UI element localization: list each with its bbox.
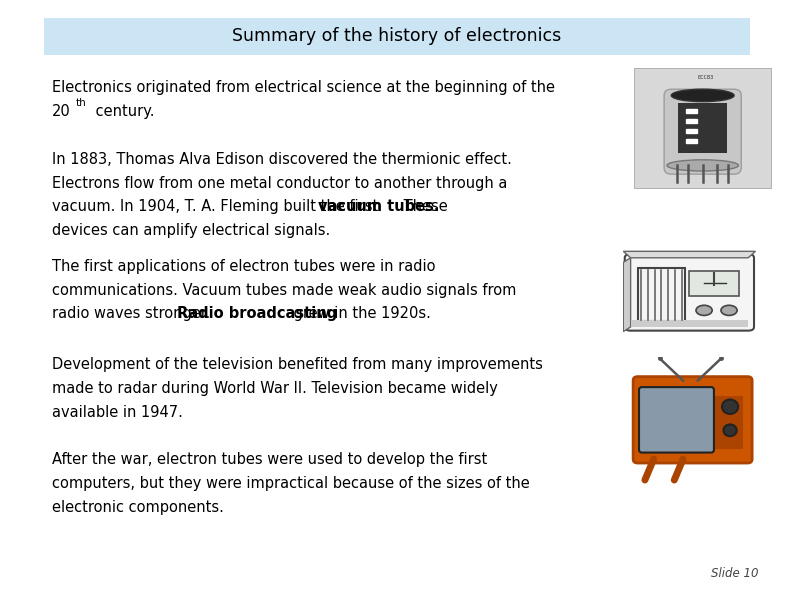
Text: vacuum. In 1904, T. A. Fleming built the first: vacuum. In 1904, T. A. Fleming built the… — [52, 199, 383, 214]
Text: computers, but they were impractical because of the sizes of the: computers, but they were impractical bec… — [52, 476, 530, 491]
FancyBboxPatch shape — [630, 320, 748, 327]
Text: communications. Vacuum tubes made weak audio signals from: communications. Vacuum tubes made weak a… — [52, 283, 516, 298]
Text: The first applications of electron tubes were in radio: The first applications of electron tubes… — [52, 259, 435, 274]
Ellipse shape — [671, 89, 734, 102]
FancyBboxPatch shape — [44, 18, 750, 55]
Circle shape — [723, 424, 737, 436]
FancyBboxPatch shape — [678, 103, 727, 153]
Polygon shape — [623, 258, 630, 331]
FancyBboxPatch shape — [634, 68, 771, 188]
Text: grew in the 1920s.: grew in the 1920s. — [289, 306, 430, 321]
FancyBboxPatch shape — [664, 89, 742, 174]
Bar — [685, 139, 697, 143]
Text: After the war, electron tubes were used to develop the first: After the war, electron tubes were used … — [52, 452, 487, 467]
Text: radio waves stronger.: radio waves stronger. — [52, 306, 214, 321]
Text: available in 1947.: available in 1947. — [52, 405, 183, 419]
Text: Slide 10: Slide 10 — [711, 567, 758, 580]
FancyBboxPatch shape — [625, 254, 754, 331]
Text: Electrons flow from one metal conductor to another through a: Electrons flow from one metal conductor … — [52, 176, 507, 190]
Bar — [685, 119, 697, 123]
Text: In 1883, Thomas Alva Edison discovered the thermionic effect.: In 1883, Thomas Alva Edison discovered t… — [52, 152, 511, 167]
Circle shape — [722, 400, 738, 414]
Text: Summary of the history of electronics: Summary of the history of electronics — [233, 27, 561, 45]
Text: electronic components.: electronic components. — [52, 500, 223, 515]
Circle shape — [696, 305, 712, 315]
Text: These: These — [399, 199, 448, 214]
Text: made to radar during World War II. Television became widely: made to radar during World War II. Telev… — [52, 381, 498, 396]
Text: Radio broadcasting: Radio broadcasting — [176, 306, 337, 321]
FancyBboxPatch shape — [639, 387, 714, 453]
Text: ECC83: ECC83 — [697, 76, 714, 80]
FancyBboxPatch shape — [715, 396, 743, 449]
Text: 20: 20 — [52, 104, 71, 119]
Circle shape — [721, 305, 737, 315]
Text: devices can amplify electrical signals.: devices can amplify electrical signals. — [52, 223, 330, 238]
Bar — [685, 109, 697, 113]
Polygon shape — [623, 251, 755, 258]
FancyBboxPatch shape — [689, 271, 739, 296]
Text: Development of the television benefited from many improvements: Development of the television benefited … — [52, 357, 542, 372]
Text: th: th — [75, 98, 87, 108]
Text: century.: century. — [91, 104, 155, 119]
Bar — [685, 129, 697, 133]
Text: Electronics originated from electrical science at the beginning of the: Electronics originated from electrical s… — [52, 80, 555, 95]
FancyBboxPatch shape — [633, 377, 752, 463]
Ellipse shape — [667, 160, 738, 171]
Text: vacuum tubes.: vacuum tubes. — [318, 199, 440, 214]
